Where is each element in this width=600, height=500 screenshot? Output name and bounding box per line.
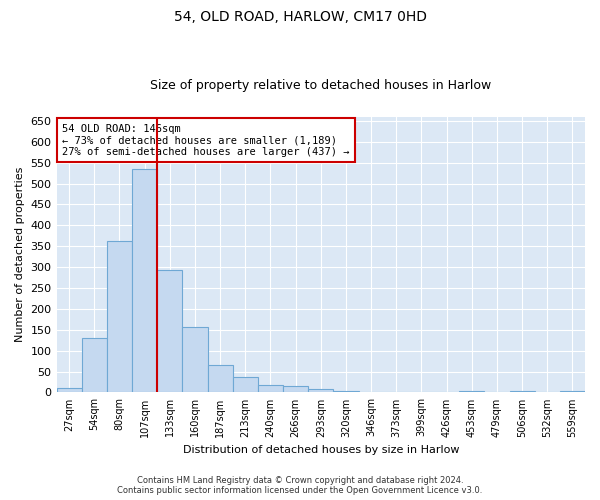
- Bar: [132, 169, 157, 392]
- Bar: [182, 327, 208, 392]
- Bar: [459, 391, 484, 392]
- Bar: [56, 388, 82, 392]
- Bar: [107, 241, 132, 392]
- Text: Contains HM Land Registry data © Crown copyright and database right 2024.
Contai: Contains HM Land Registry data © Crown c…: [118, 476, 482, 495]
- Bar: [283, 386, 308, 392]
- X-axis label: Distribution of detached houses by size in Harlow: Distribution of detached houses by size …: [182, 445, 459, 455]
- Title: Size of property relative to detached houses in Harlow: Size of property relative to detached ho…: [150, 79, 491, 92]
- Text: 54 OLD ROAD: 146sqm
← 73% of detached houses are smaller (1,189)
27% of semi-det: 54 OLD ROAD: 146sqm ← 73% of detached ho…: [62, 124, 349, 157]
- Bar: [308, 388, 334, 392]
- Bar: [509, 391, 535, 392]
- Bar: [560, 391, 585, 392]
- Bar: [334, 391, 359, 392]
- Text: 54, OLD ROAD, HARLOW, CM17 0HD: 54, OLD ROAD, HARLOW, CM17 0HD: [173, 10, 427, 24]
- Bar: [233, 376, 258, 392]
- Y-axis label: Number of detached properties: Number of detached properties: [15, 167, 25, 342]
- Bar: [258, 386, 283, 392]
- Bar: [82, 338, 107, 392]
- Bar: [157, 270, 182, 392]
- Bar: [208, 366, 233, 392]
